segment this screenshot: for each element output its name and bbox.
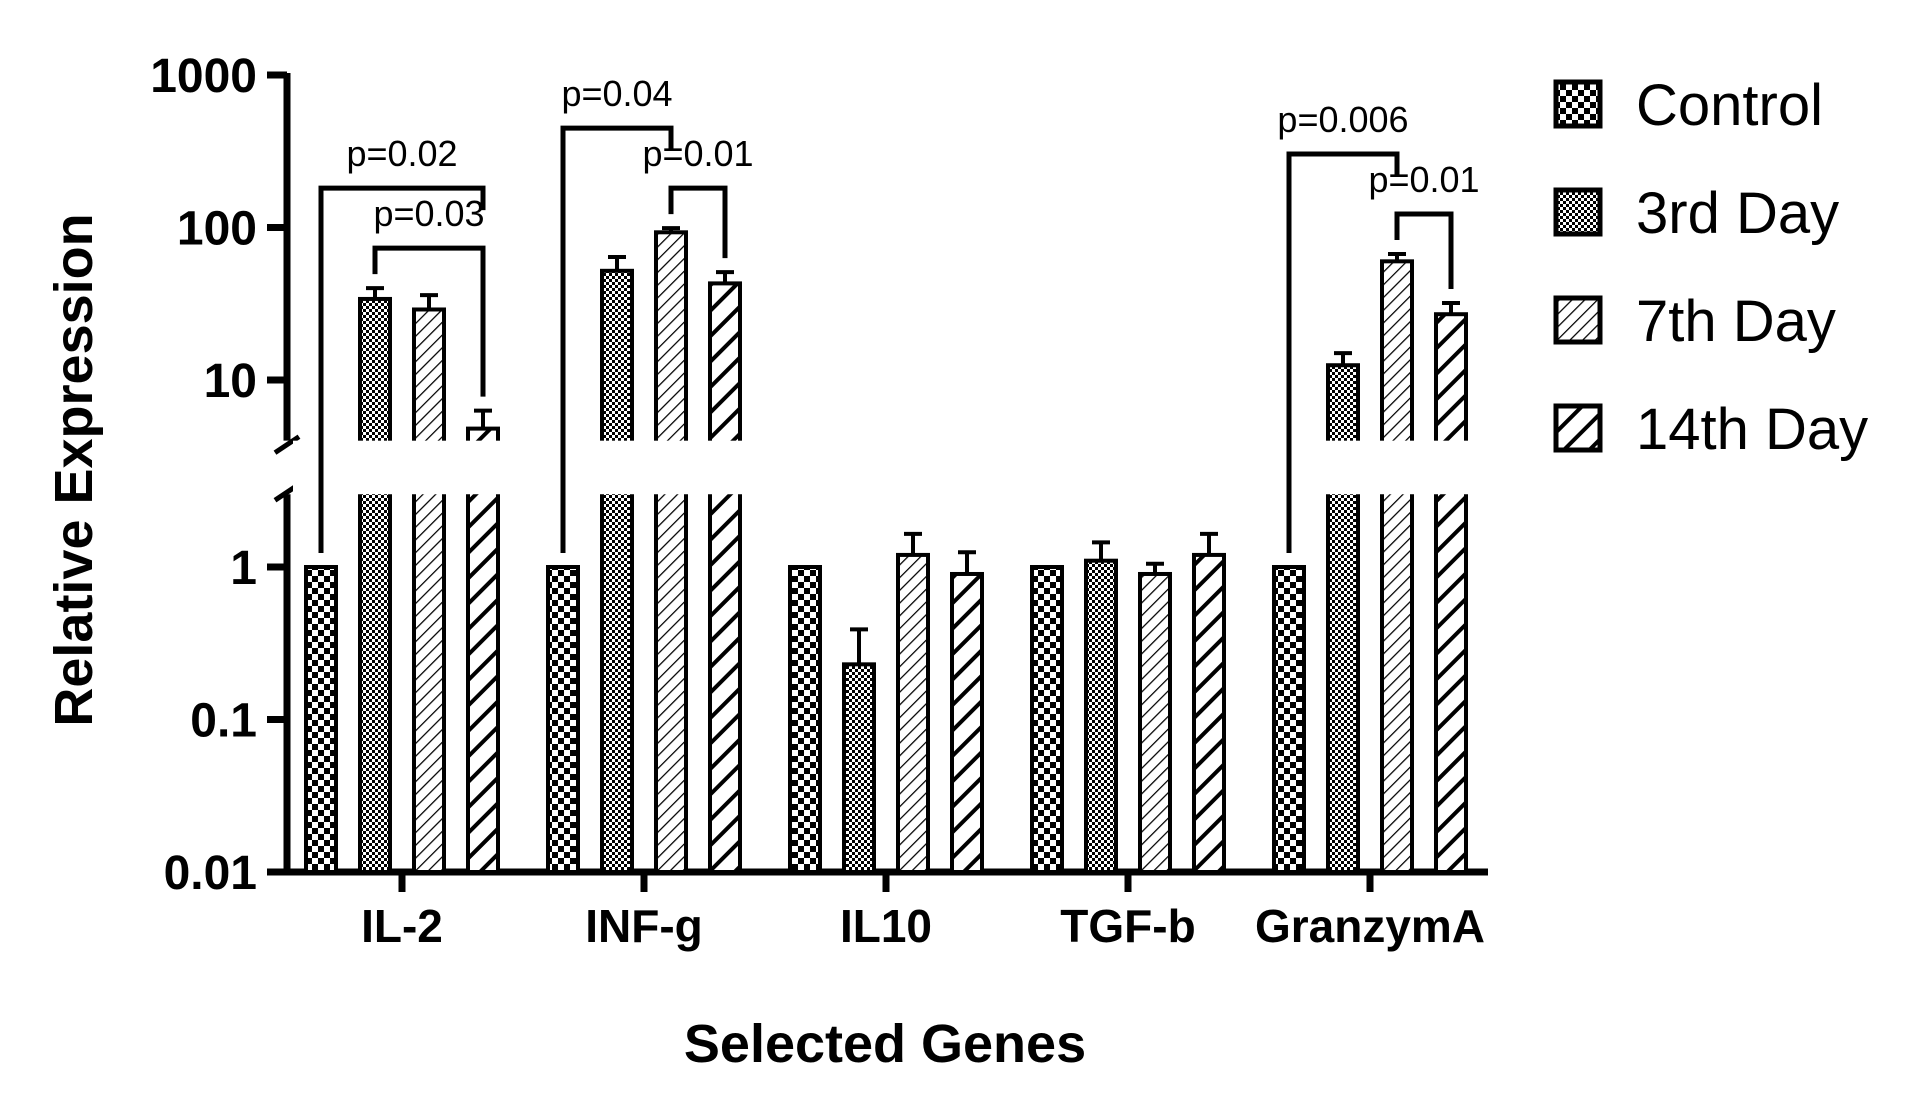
y-tick-label: 0.1 bbox=[190, 695, 257, 748]
bar bbox=[842, 662, 876, 874]
x-tick-label: GranzymA bbox=[1255, 900, 1485, 952]
y-tick-label: 10 bbox=[204, 355, 257, 408]
significance-bracket bbox=[560, 125, 674, 553]
x-tick-label: INF-g bbox=[585, 900, 703, 952]
axis-break-gap bbox=[293, 440, 1494, 495]
bar bbox=[1434, 312, 1468, 874]
y-tick-label: 100 bbox=[177, 203, 257, 256]
legend-swatch bbox=[1553, 403, 1603, 453]
plot-area: 1000 100 10 1 0.1 0.01 IL-2 INF-g IL10 TGF-b Granz… bbox=[150, 50, 1494, 952]
y-tick-label: 1000 bbox=[150, 50, 257, 103]
legend-label: 14th Day bbox=[1636, 397, 1868, 462]
significance-bracket bbox=[1394, 211, 1454, 289]
bar bbox=[788, 565, 822, 874]
bar bbox=[708, 281, 742, 874]
legend-label: 3rd Day bbox=[1636, 181, 1839, 246]
significance-bracket bbox=[1286, 151, 1400, 553]
p-value-label: p=0.01 bbox=[1368, 159, 1479, 200]
p-value-label: p=0.006 bbox=[1277, 99, 1408, 140]
x-tick-label: TGF-b bbox=[1060, 900, 1195, 952]
x-tick-label: IL10 bbox=[840, 900, 932, 952]
legend-swatch bbox=[1553, 79, 1603, 129]
significance-bracket bbox=[372, 245, 486, 397]
legend: Control 3rd Day 7th Day 14th Day bbox=[1553, 73, 1868, 462]
x-axis-title: Selected Genes bbox=[684, 1014, 1086, 1074]
legend-swatch bbox=[1553, 295, 1603, 345]
legend-swatch bbox=[1553, 187, 1603, 237]
bar bbox=[1192, 552, 1226, 874]
p-value-label: p=0.02 bbox=[346, 133, 457, 174]
bar bbox=[950, 571, 984, 874]
bar bbox=[1380, 259, 1414, 875]
x-tick-label: IL-2 bbox=[361, 900, 443, 952]
bar bbox=[896, 552, 930, 874]
significance-bracket bbox=[668, 185, 728, 259]
p-value-label: p=0.01 bbox=[642, 133, 753, 174]
y-tick-label: 0.01 bbox=[164, 847, 257, 900]
axis-break-mark bbox=[273, 434, 301, 455]
y-tick-label: 1 bbox=[230, 542, 257, 595]
bar bbox=[600, 268, 634, 874]
p-value-label: p=0.03 bbox=[373, 193, 484, 234]
bar bbox=[1138, 571, 1172, 874]
bar bbox=[1084, 558, 1118, 874]
bar bbox=[304, 565, 338, 874]
bar bbox=[1030, 565, 1064, 874]
bar bbox=[358, 296, 392, 874]
bar bbox=[546, 565, 580, 874]
p-value-label: p=0.04 bbox=[561, 73, 672, 114]
bar bbox=[466, 426, 500, 874]
legend-label: 7th Day bbox=[1636, 289, 1836, 354]
bar bbox=[654, 230, 688, 875]
significance-bracket bbox=[318, 185, 486, 553]
bar bbox=[1272, 565, 1306, 874]
y-axis-title: Relative Expression bbox=[44, 213, 104, 726]
bar bbox=[412, 307, 446, 874]
legend-label: Control bbox=[1636, 73, 1823, 138]
